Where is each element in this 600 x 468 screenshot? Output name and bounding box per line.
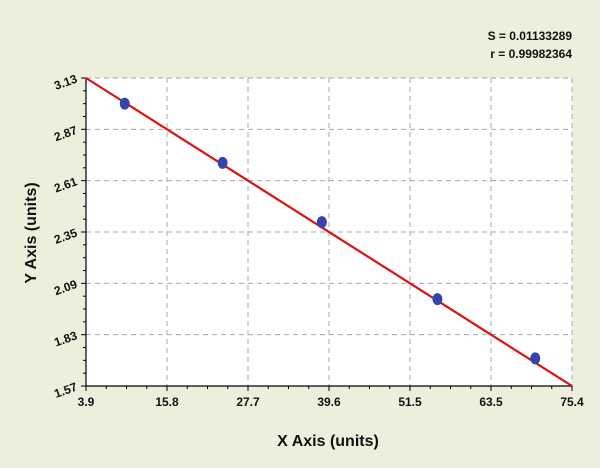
data-point [316, 216, 327, 229]
stat-r-label: r = 0.99982364 [490, 47, 572, 61]
x-tick-labels: 3.9 15.8 27.7 39.6 51.5 63.5 75.4 [78, 395, 584, 409]
x-tick-label: 15.8 [155, 395, 179, 409]
data-points [119, 97, 541, 365]
data-point [530, 352, 541, 365]
x-tick-label: 39.6 [317, 395, 341, 409]
x-axis-title: X Axis (units) [277, 433, 379, 450]
stat-s-label: S = 0.01133289 [488, 29, 573, 43]
data-point [119, 97, 130, 110]
x-tick-label: 63.5 [479, 395, 503, 409]
data-point [432, 293, 443, 306]
x-tick-label: 51.5 [398, 395, 422, 409]
fit-line-group [85, 77, 573, 387]
data-point [217, 156, 228, 169]
x-tick-label: 3.9 [78, 395, 95, 409]
y-axis-title: Y Axis (units) [23, 182, 40, 283]
fit-line [85, 77, 573, 387]
x-tick-label: 27.7 [236, 395, 260, 409]
x-tick-label: 75.4 [560, 395, 584, 409]
